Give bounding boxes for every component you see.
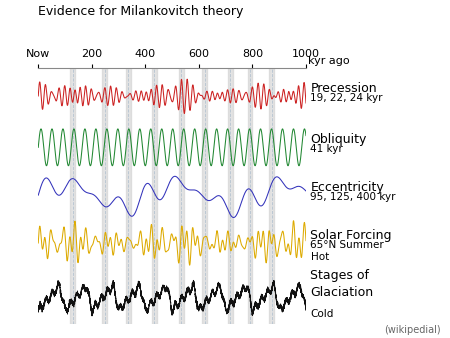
Bar [179, 68, 184, 324]
Text: 95, 125, 400 kyr: 95, 125, 400 kyr [310, 192, 396, 202]
Text: Cold: Cold [310, 309, 334, 319]
Text: Evidence for Milankovitch theory: Evidence for Milankovitch theory [38, 5, 243, 18]
Bar [202, 68, 207, 324]
Bar [152, 68, 157, 324]
Text: kyr ago: kyr ago [308, 56, 350, 66]
Bar [269, 68, 274, 324]
Bar [126, 68, 131, 324]
Text: Glaciation: Glaciation [310, 286, 374, 299]
Text: Solar Forcing: Solar Forcing [310, 229, 392, 242]
Text: Stages of: Stages of [310, 269, 369, 283]
Text: 19, 22, 24 kyr: 19, 22, 24 kyr [310, 93, 383, 103]
Bar [102, 68, 107, 324]
Bar [70, 68, 75, 324]
Text: Obliquity: Obliquity [310, 134, 367, 146]
Text: 41 kyr: 41 kyr [310, 144, 343, 154]
Text: 65°N Summer: 65°N Summer [310, 240, 384, 250]
Text: Precession: Precession [310, 82, 377, 95]
Text: (wikipedial): (wikipedial) [384, 324, 441, 335]
Text: Hot: Hot [310, 252, 329, 262]
Bar [228, 68, 233, 324]
Text: Eccentricity: Eccentricity [310, 181, 384, 194]
Bar [248, 68, 252, 324]
